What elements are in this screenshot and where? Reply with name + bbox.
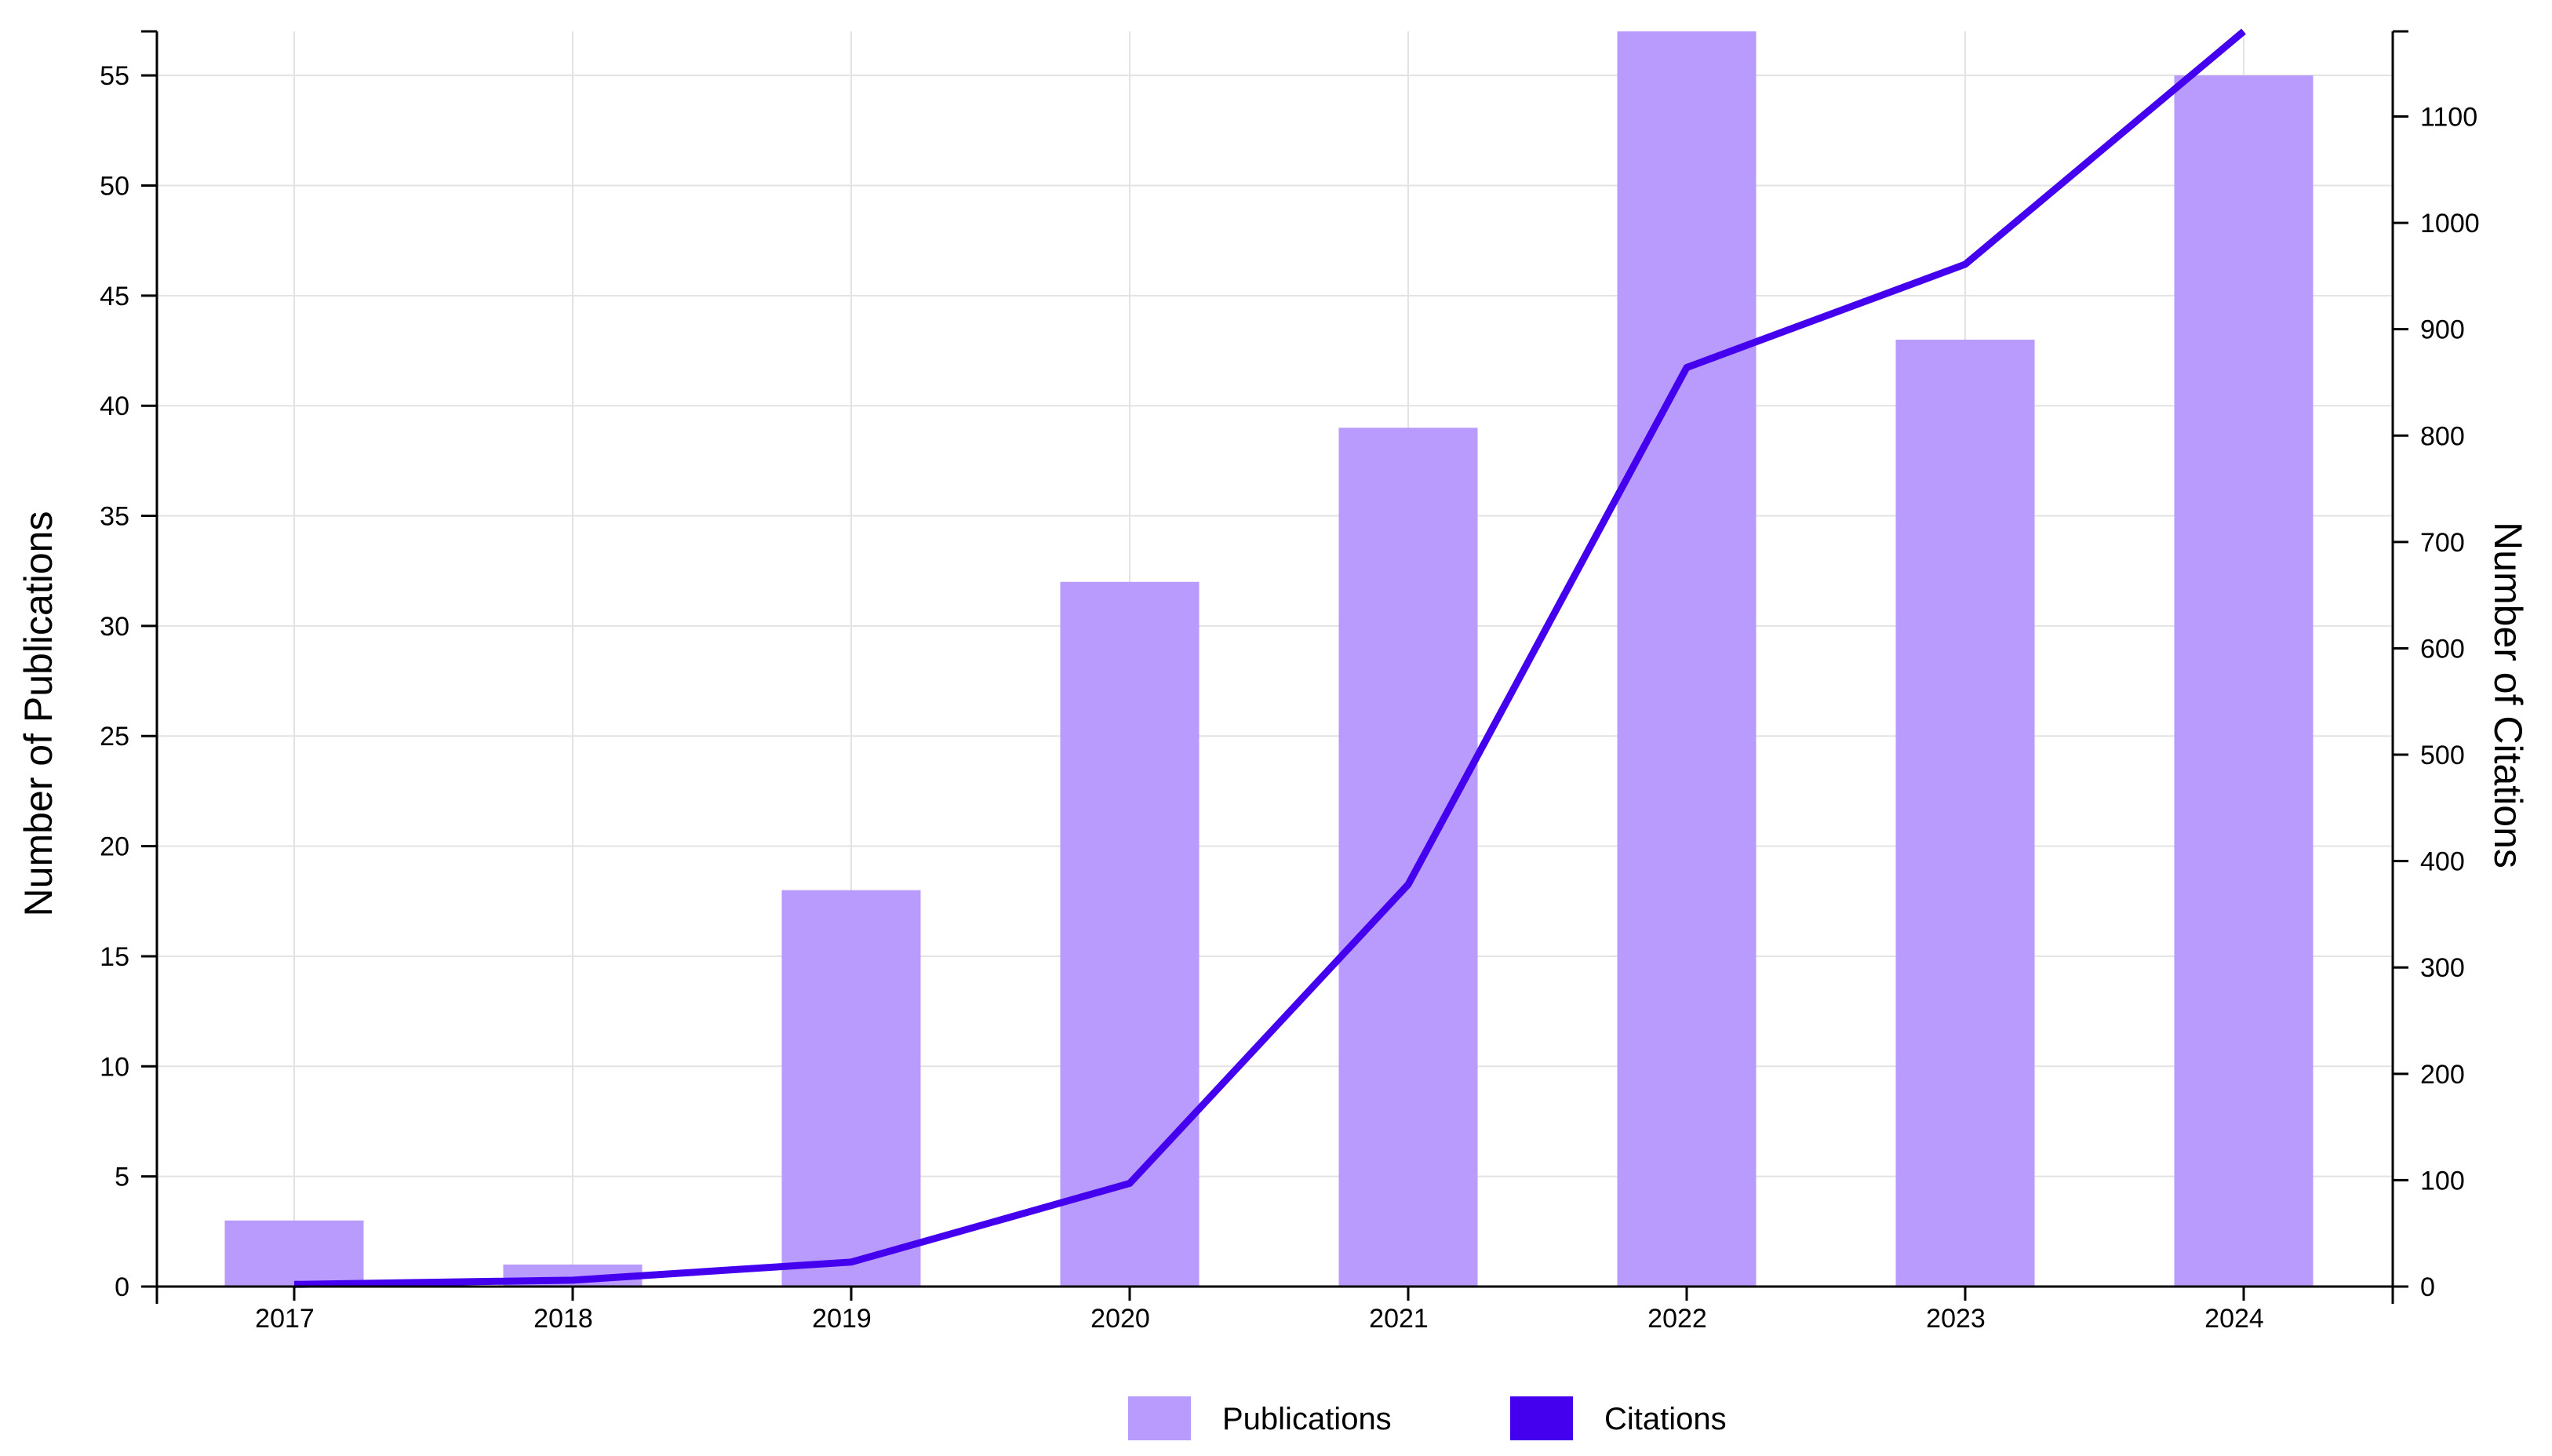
right-axis-ticks: 0 100 200 300 400 500 600 700 800 900 1000 1100 bbox=[2393, 102, 2480, 1302]
x-tick-label: 2021 bbox=[1369, 1304, 1429, 1334]
right-tick-label: 0 bbox=[2420, 1272, 2435, 1302]
bar-publications-2017 bbox=[224, 1220, 364, 1287]
legend-swatch-publications bbox=[1128, 1396, 1191, 1440]
legend-label-publications: Publications bbox=[1222, 1402, 1392, 1436]
legend: Publications Citations bbox=[1128, 1396, 1727, 1440]
bar-publications-2019 bbox=[781, 890, 921, 1287]
x-tick-label: 2023 bbox=[1926, 1304, 1986, 1334]
right-tick-label: 700 bbox=[2420, 528, 2465, 558]
x-tick-label: 2019 bbox=[812, 1304, 872, 1334]
x-tick-label: 2022 bbox=[1647, 1304, 1707, 1334]
right-tick-label: 1100 bbox=[2420, 102, 2477, 132]
right-tick-label: 900 bbox=[2420, 315, 2465, 345]
left-tick-label: 55 bbox=[100, 61, 129, 91]
right-tick-label: 500 bbox=[2420, 741, 2465, 770]
y2-axis-title: Number of Citations bbox=[2486, 522, 2530, 868]
left-tick-label: 25 bbox=[100, 722, 129, 752]
bar-publications-2021 bbox=[1338, 428, 1478, 1287]
grid bbox=[157, 31, 2393, 1287]
right-tick-label: 200 bbox=[2420, 1060, 2465, 1090]
axes bbox=[141, 30, 2408, 1302]
left-axis-ticks: 0 5 10 15 20 25 30 35 40 45 50 55 bbox=[100, 61, 157, 1302]
bar-publications-2022 bbox=[1617, 31, 1757, 1287]
x-tick-label: 2018 bbox=[533, 1304, 593, 1334]
bar-publications-2024 bbox=[2174, 75, 2314, 1287]
x-tick-label: 2024 bbox=[2204, 1304, 2264, 1334]
left-tick-label: 5 bbox=[115, 1163, 129, 1192]
publication-bars bbox=[224, 31, 2314, 1287]
legend-swatch-citations bbox=[1510, 1396, 1573, 1440]
left-tick-label: 20 bbox=[100, 832, 129, 862]
left-tick-label: 30 bbox=[100, 612, 129, 642]
left-tick-label: 35 bbox=[100, 502, 129, 532]
right-tick-label: 100 bbox=[2420, 1166, 2465, 1196]
left-tick-label: 45 bbox=[100, 282, 129, 311]
y-axis-title: Number of Publications bbox=[16, 511, 60, 917]
x-tick-label: 2020 bbox=[1090, 1304, 1150, 1334]
right-tick-label: 1000 bbox=[2420, 209, 2480, 238]
citations-line-group bbox=[293, 28, 2246, 1288]
right-tick-label: 600 bbox=[2420, 634, 2465, 664]
left-tick-label: 15 bbox=[100, 942, 129, 972]
left-tick-label: 50 bbox=[100, 171, 129, 201]
bar-publications-2023 bbox=[1895, 339, 2035, 1287]
legend-label-citations: Citations bbox=[1604, 1402, 1727, 1436]
right-tick-label: 800 bbox=[2420, 421, 2465, 451]
x-axis-ticks: 2017 2018 2019 2020 2021 2022 2023 2024 bbox=[155, 1287, 2394, 1334]
bar-publications-2020 bbox=[1060, 581, 1200, 1287]
right-tick-label: 400 bbox=[2420, 847, 2465, 877]
left-tick-label: 40 bbox=[100, 391, 129, 421]
left-tick-label: 0 bbox=[115, 1272, 129, 1302]
x-tick-label: 2017 bbox=[255, 1304, 315, 1334]
right-tick-label: 300 bbox=[2420, 953, 2465, 983]
left-tick-label: 10 bbox=[100, 1052, 129, 1082]
citations-line bbox=[293, 28, 2246, 1288]
